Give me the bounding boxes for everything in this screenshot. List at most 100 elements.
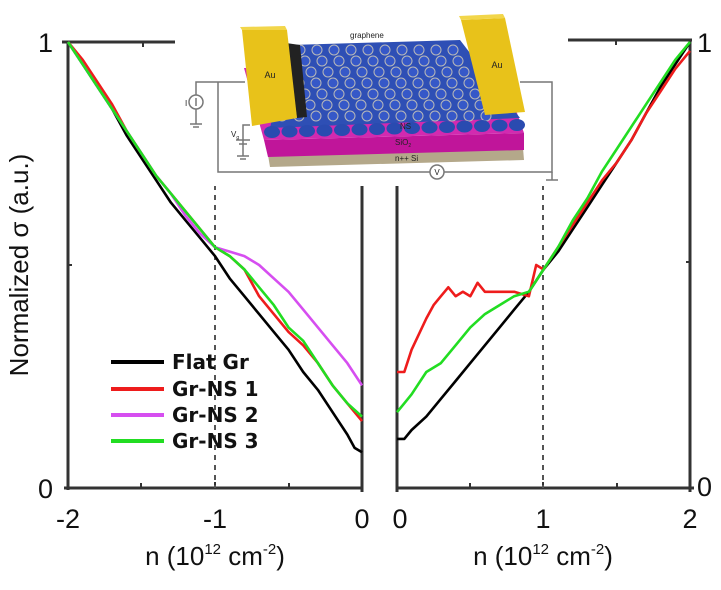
nanosphere-icon: [491, 119, 508, 132]
nanosphere-icon: [327, 110, 339, 122]
right-ytick-1: 1: [697, 28, 712, 58]
nanosphere-icon: [304, 99, 316, 111]
voltmeter-label: V: [434, 168, 440, 177]
left-xlabel-main: n (10: [145, 541, 204, 571]
nanosphere-icon: [372, 99, 384, 111]
nanosphere-icon: [413, 44, 425, 56]
right-panel: 1 0 0 1 2 n (1012 cm-2): [392, 28, 712, 571]
left-ytick-1: 1: [38, 28, 53, 58]
nanosphere-icon: [356, 66, 368, 78]
nanosphere-icon: [362, 44, 374, 56]
voltmeter-icon: [429, 164, 445, 180]
graphene-label: graphene: [350, 31, 384, 40]
nanosphere-icon: [395, 110, 407, 122]
nanosphere-icon: [334, 124, 350, 136]
nanosphere-icon: [316, 55, 328, 67]
nanosphere-icon: [311, 44, 323, 56]
nanosphere-icon: [367, 55, 379, 67]
y-axis-label: Normalized σ (a.u.): [4, 154, 34, 377]
nanosphere-icon: [367, 88, 379, 100]
current-label: I: [185, 99, 187, 108]
nanosphere-icon: [322, 66, 334, 78]
nanosphere-icon: [441, 66, 453, 78]
nanosphere-icon: [458, 66, 470, 78]
left-ytick-0: 0: [38, 474, 53, 504]
left-xtick-0: -2: [56, 504, 80, 534]
nanosphere-icon: [457, 99, 469, 111]
nanosphere-icon: [456, 120, 473, 133]
series-line-gr-ns-3-electron-side: [395, 41, 692, 414]
nanosphere-icon: [429, 77, 441, 89]
right-xlabel-main: n (10: [473, 541, 532, 571]
left-xlabel-close: ): [276, 541, 285, 571]
nanosphere-icon: [316, 88, 328, 100]
nanosphere-icon: [424, 66, 436, 78]
nanosphere-icon: [401, 55, 413, 67]
nanosphere-icon: [404, 122, 420, 134]
nanosphere-icon: [333, 88, 345, 100]
right-xlabel: n (1012 cm-2): [473, 541, 613, 571]
left-xlabel-unit: cm: [221, 541, 263, 571]
nanosphere-icon: [395, 77, 407, 89]
nanosphere-icon: [421, 121, 438, 134]
au-left-electrode-top: [240, 26, 287, 30]
nanosphere-icon: [446, 77, 458, 89]
nanosphere-icon: [299, 125, 315, 137]
nanosphere-icon: [361, 77, 373, 89]
nanosphere-icon: [355, 99, 367, 111]
nanosphere-icon: [418, 55, 430, 67]
nanosphere-icon: [264, 126, 280, 138]
nanosphere-icon: [440, 99, 452, 111]
nanosphere-icon: [435, 55, 447, 67]
nanosphere-icon: [446, 110, 458, 122]
nanosphere-icon: [379, 44, 391, 56]
right-xlabel-unit: cm: [549, 541, 591, 571]
nanosphere-icon: [390, 66, 402, 78]
sio2-layer-side: [264, 133, 524, 157]
left-xtick-1: -1: [203, 504, 227, 534]
nanosphere-icon: [452, 88, 464, 100]
nanosphere-icon: [423, 99, 435, 111]
nanosphere-icon: [373, 66, 385, 78]
nanosphere-icon: [401, 88, 413, 100]
nanosphere-icon: [333, 55, 345, 67]
right-xtick-0: 0: [392, 504, 407, 534]
ns-label: NS: [400, 122, 411, 131]
nanosphere-icon: [418, 88, 430, 100]
nanosphere-icon: [412, 110, 424, 122]
device-schematic-inset: I Vg V graphene NS SiO2 n++ Si Au Au: [185, 8, 568, 186]
au-right-electrode-front: [461, 18, 525, 115]
nanosphere-icon: [310, 110, 322, 122]
sio2-label: SiO2: [395, 138, 411, 149]
nanosphere-icon: [474, 120, 490, 132]
nanosphere-icon: [384, 88, 396, 100]
nanosphere-icon: [429, 110, 441, 122]
au-left-electrode-front: [242, 30, 297, 126]
series-line-gr-ns-3-hole-side: [66, 41, 363, 418]
legend-label-flat-gr: Flat Gr: [172, 350, 249, 374]
nanosphere-icon: [339, 66, 351, 78]
nanosphere-icon: [327, 77, 339, 89]
au-left-electrode-side: [286, 43, 307, 118]
right-xtick-1: 1: [535, 504, 550, 534]
nanosphere-icon: [344, 77, 356, 89]
nanosphere-icon: [384, 55, 396, 67]
legend-label-gr-ns-3: Gr-NS 3: [172, 429, 259, 453]
nanosphere-icon: [396, 44, 408, 56]
right-xlabel-exp: 12: [532, 541, 549, 558]
circuit-wire: [217, 82, 430, 173]
nanosphere-icon: [344, 110, 356, 122]
gate-wire: [242, 124, 250, 150]
nanosphere-icon: [463, 110, 475, 122]
nanosphere-icon: [469, 88, 481, 100]
au-right-electrode-top: [459, 14, 505, 20]
nanosphere-icon: [350, 88, 362, 100]
nanosphere-icon: [316, 124, 333, 137]
nanosphere-icon: [305, 66, 317, 78]
left-series-group: [66, 41, 364, 454]
left-xtick-2: 0: [354, 504, 369, 534]
nanosphere-icon: [361, 110, 373, 122]
circuit-wire: [444, 81, 553, 173]
nanosphere-icon: [378, 110, 390, 122]
right-xlabel-unit-exp: -2: [591, 541, 604, 558]
